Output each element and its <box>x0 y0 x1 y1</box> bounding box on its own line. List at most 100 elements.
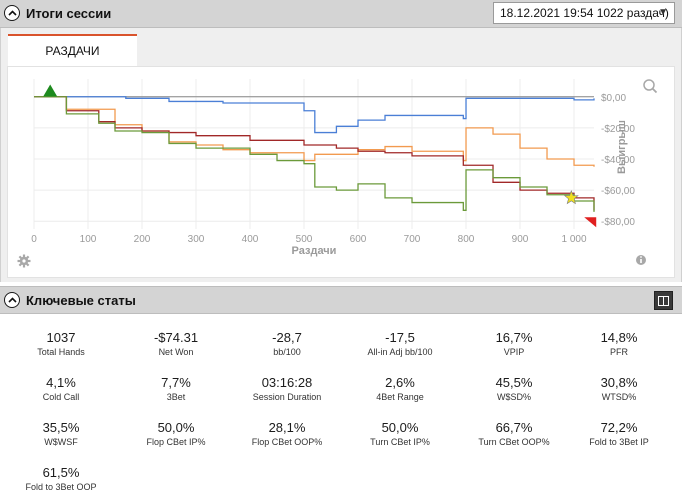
series-line <box>34 96 595 167</box>
stat-label: 3Bet <box>166 392 186 402</box>
collapse-session-button[interactable] <box>4 5 20 21</box>
x-tick-label: 500 <box>296 234 313 245</box>
stat-value: -17,5 <box>385 330 415 345</box>
stat-value: 50,0% <box>381 420 419 435</box>
stat-value: 66,7% <box>495 420 533 435</box>
stat-item: 7,7% 3Bet <box>120 375 232 403</box>
stat-label: 4Bet Range <box>376 392 424 402</box>
x-tick-label: 900 <box>512 234 529 245</box>
stat-label: WTSD% <box>601 392 637 402</box>
stat-item: 45,5% W$SD% <box>458 375 570 403</box>
key-stats-title: Ключевые статы <box>26 293 136 308</box>
stat-label: Flop CBet IP% <box>146 437 206 447</box>
session-summary-title: Итоги сессии <box>26 6 112 21</box>
x-axis-label: Раздачи <box>292 245 337 257</box>
stat-item: 14,8% PFR <box>563 330 675 358</box>
y-axis-label: Выигрыш <box>616 120 628 174</box>
stat-value: 4,1% <box>46 375 76 390</box>
stat-value: -28,7 <box>272 330 302 345</box>
stat-item: 50,0% Turn CBet IP% <box>344 420 456 448</box>
stat-value: 16,7% <box>495 330 533 345</box>
stat-item: -17,5 All-in Adj bb/100 <box>344 330 456 358</box>
stat-label: Flop CBet OOP% <box>251 437 323 447</box>
columns-layout-button[interactable] <box>654 291 673 310</box>
stat-label: W$WSF <box>44 437 78 447</box>
stat-label: Turn CBet OOP% <box>478 437 550 447</box>
stat-value: 50,0% <box>157 420 195 435</box>
stat-label: Net Won <box>158 347 194 357</box>
stat-item: 16,7% VPIP <box>458 330 570 358</box>
chevron-down-icon: ▼ <box>658 7 668 18</box>
stat-label: VPIP <box>503 347 525 357</box>
stat-item: 28,1% Flop CBet OOP% <box>231 420 343 448</box>
x-tick-label: 600 <box>350 234 367 245</box>
stat-item: 50,0% Flop CBet IP% <box>120 420 232 448</box>
stat-item: 72,2% Fold to 3Bet IP <box>563 420 675 448</box>
stat-label: Fold to 3Bet IP <box>589 437 649 447</box>
tab-hands-label: РАЗДАЧИ <box>45 44 100 58</box>
x-tick-label: 100 <box>80 234 97 245</box>
y-tick-label: -$40,00 <box>601 155 635 166</box>
stat-item: -28,7 bb/100 <box>231 330 343 358</box>
stat-value: 03:16:28 <box>261 375 313 390</box>
info-icon[interactable] <box>636 255 646 265</box>
series-line <box>34 96 595 134</box>
stat-value: 72,2% <box>600 420 638 435</box>
stat-value: 7,7% <box>161 375 191 390</box>
key-stats-header: Ключевые статы <box>0 286 682 314</box>
y-tick-label: -$20,00 <box>601 124 635 135</box>
y-tick-label: $0,00 <box>601 93 626 104</box>
x-tick-label: 800 <box>458 234 475 245</box>
tab-hands[interactable]: РАЗДАЧИ <box>8 34 137 66</box>
stat-item: 30,8% WTSD% <box>563 375 675 403</box>
session-select[interactable]: 18.12.2021 19:54 1022 раздач) ▼ <box>493 2 675 24</box>
stat-item: 1037 Total Hands <box>5 330 117 358</box>
stat-item: 61,5% Fold to 3Bet OOP <box>5 465 117 493</box>
stat-item: 35,5% W$WSF <box>5 420 117 448</box>
series-line <box>34 96 595 212</box>
y-tick-label: -$80,00 <box>601 217 635 228</box>
stat-value: 35,5% <box>42 420 80 435</box>
stat-label: bb/100 <box>273 347 301 357</box>
x-tick-label: 200 <box>134 234 151 245</box>
stat-value: 2,6% <box>385 375 415 390</box>
chevron-up-icon <box>7 297 17 303</box>
stat-value: -$74.31 <box>153 330 199 345</box>
x-tick-label: 1 000 <box>562 234 587 245</box>
stat-item: 66,7% Turn CBet OOP% <box>458 420 570 448</box>
end-marker <box>584 217 597 228</box>
stat-label: Turn CBet IP% <box>370 437 430 447</box>
columns-icon <box>658 295 669 306</box>
stat-label: Total Hands <box>37 347 85 357</box>
stat-label: Fold to 3Bet OOP <box>25 482 97 492</box>
stat-label: Session Duration <box>252 392 322 402</box>
magnifier-icon[interactable] <box>643 79 658 94</box>
stat-value: 14,8% <box>600 330 638 345</box>
chevron-up-icon <box>7 10 17 16</box>
stat-item: -$74.31 Net Won <box>120 330 232 358</box>
stat-item: 2,6% 4Bet Range <box>344 375 456 403</box>
stat-value: 1037 <box>46 330 76 345</box>
stat-item: 03:16:28 Session Duration <box>231 375 343 403</box>
key-stats-grid: 1037 Total Hands -$74.31 Net Won -28,7 bb/100… <box>0 318 682 504</box>
x-tick-label: 0 <box>31 234 37 245</box>
x-tick-label: 300 <box>188 234 205 245</box>
x-tick-label: 400 <box>242 234 259 245</box>
stat-item: 4,1% Cold Call <box>5 375 117 403</box>
series-line <box>34 96 595 211</box>
stat-value: 30,8% <box>600 375 638 390</box>
winnings-chart: 0 100 200 300 400 500 600 700 800 900 1 000 $0,00 -$… <box>17 79 658 268</box>
stat-label: W$SD% <box>496 392 531 402</box>
chart-card: 0 100 200 300 400 500 600 700 800 900 1 000 $0,00 -$… <box>7 66 675 278</box>
stat-value: 61,5% <box>42 465 80 480</box>
stat-label: Cold Call <box>42 392 80 402</box>
y-tick-label: -$60,00 <box>601 186 635 197</box>
stat-label: PFR <box>610 347 628 357</box>
start-marker <box>43 84 58 97</box>
stat-label: All-in Adj bb/100 <box>367 347 433 357</box>
stat-value: 45,5% <box>495 375 533 390</box>
session-select-value: 18.12.2021 19:54 1022 раздач) <box>500 6 669 20</box>
star-marker <box>563 190 579 205</box>
collapse-stats-button[interactable] <box>4 292 20 308</box>
gear-icon[interactable] <box>17 254 31 268</box>
